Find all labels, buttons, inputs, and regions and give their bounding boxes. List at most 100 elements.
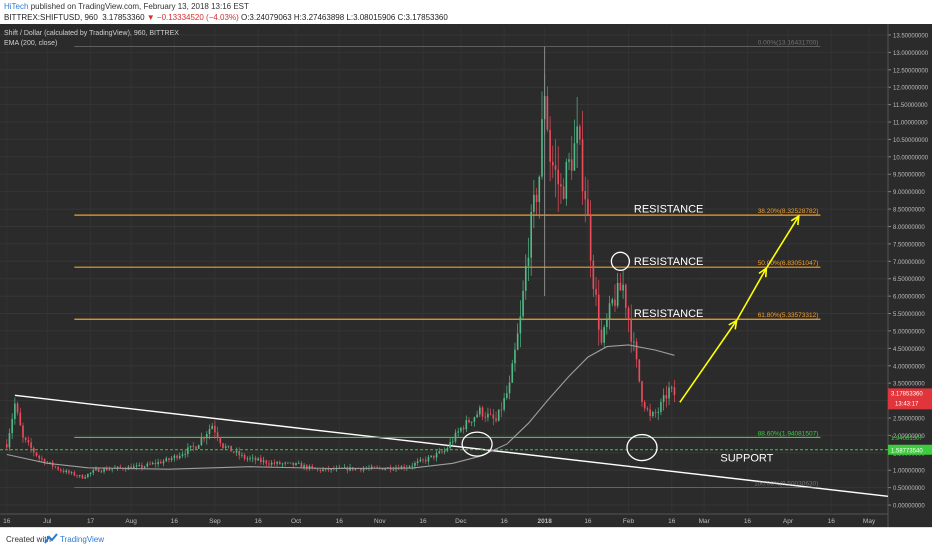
candle-body	[132, 466, 135, 470]
candle-body	[354, 468, 357, 470]
created-with-text: Created with	[6, 535, 51, 544]
candle-body	[457, 431, 460, 433]
author-name[interactable]: HiTech	[4, 2, 29, 11]
y-tick-label: 10.00000000	[893, 155, 929, 161]
candle-body	[124, 469, 127, 470]
fib-level-label: 88.60%(1.94081507)	[758, 430, 819, 437]
candle-body	[419, 459, 422, 462]
last-price: 3.17853360	[102, 13, 145, 22]
candle-body	[84, 477, 86, 479]
footer: Created with TradingView	[0, 527, 932, 551]
x-tick-label: 16	[255, 518, 263, 525]
candle-body	[151, 462, 154, 465]
support-price-tag-label: 1.58773540	[891, 448, 923, 454]
candle-body	[424, 459, 427, 462]
candle-body	[222, 443, 224, 448]
candle-body	[41, 458, 43, 460]
candle-body	[327, 468, 330, 471]
x-tick-label: Oct	[291, 518, 301, 525]
y-tick-label: 9.00000000	[893, 190, 925, 196]
candle-body	[295, 463, 297, 466]
candle-body	[670, 387, 673, 389]
candle-body	[146, 463, 149, 467]
highlight-circle	[626, 433, 658, 462]
chart-area[interactable]: 13.50000000 13.00000000 12.50000000 12.0000…	[0, 24, 932, 527]
candle-body	[287, 462, 289, 464]
candle-body	[557, 169, 560, 185]
annotation-label: SUPPORT	[720, 453, 773, 465]
x-tick-label: 16	[171, 518, 179, 525]
candle-body	[646, 408, 649, 410]
x-axis: 16 Jul 17 Aug 16 Sep 16 Oct 16 Nov 16 Dec 16 2018 16 Fe…	[0, 513, 888, 525]
y-tick-label: 13.50000000	[893, 33, 929, 39]
ema-legend: EMA (200, close)	[4, 40, 58, 47]
publish-info: HiTech published on TradingView.com, Feb…	[4, 2, 249, 11]
candle-body	[316, 469, 319, 470]
x-tick-label: 16	[584, 518, 592, 525]
chart-legend-title: Shift / Dollar (calculated by TradingVie…	[4, 30, 179, 37]
candle-body	[22, 425, 24, 438]
projection-arrow	[765, 215, 800, 269]
candle-body	[649, 409, 651, 416]
x-tick-label: 16	[744, 518, 752, 525]
candle-body	[165, 458, 168, 462]
candle-body	[551, 161, 554, 166]
candle-body	[476, 414, 478, 418]
x-tick-label: Dec	[455, 518, 467, 525]
candle-body	[154, 462, 157, 465]
x-tick-label: Nov	[374, 518, 386, 525]
candle-body	[168, 458, 170, 461]
candle-body	[81, 475, 84, 479]
candle-body	[262, 460, 265, 462]
candle-body	[362, 468, 365, 471]
fib-level-label: 38.20%(8.32528782)	[758, 208, 819, 215]
candle-body	[657, 411, 660, 413]
ohlc-values: O:3.24079063 H:3.27463898 L:3.08015906 C…	[240, 13, 448, 22]
candle-body	[243, 454, 246, 459]
candle-body	[141, 465, 143, 468]
candle-body	[100, 471, 103, 473]
candle-body	[473, 417, 476, 422]
candle-body	[270, 462, 273, 465]
candle-body	[654, 412, 657, 413]
candle-body	[276, 461, 278, 464]
candle-body	[227, 445, 230, 447]
candle-body	[149, 463, 151, 465]
candle-body	[524, 266, 527, 291]
candle-body	[441, 451, 443, 453]
candle-body	[5, 444, 8, 448]
candle-body	[233, 451, 235, 453]
highlight-circle	[610, 251, 631, 271]
candle-body	[527, 257, 530, 267]
candle-body	[238, 451, 241, 456]
y-tick-label: 4.00000000	[893, 364, 925, 370]
tradingview-link[interactable]: TradingView	[60, 535, 105, 544]
candle-body	[14, 403, 16, 420]
last-price-tag	[888, 388, 932, 410]
candle-body	[16, 403, 19, 413]
x-tick-label: Jul	[43, 518, 52, 525]
candle-body	[427, 456, 430, 462]
y-tick-label: 4.50000000	[893, 347, 925, 353]
y-tick-label: 8.50000000	[893, 208, 925, 214]
candle-body	[581, 139, 584, 192]
y-tick-label: 7.00000000	[893, 260, 925, 266]
price-chart[interactable]: 13.50000000 13.00000000 12.50000000 12.0000…	[0, 24, 932, 527]
candle-body	[311, 466, 314, 468]
candle-body	[549, 129, 551, 162]
candle-body	[624, 284, 627, 308]
candle-body	[576, 126, 578, 144]
candle-body	[541, 119, 543, 177]
candle-body	[443, 450, 446, 452]
x-tick-label: 16	[828, 518, 836, 525]
tradingview-logo-icon[interactable]	[44, 533, 58, 545]
candle-body	[489, 413, 492, 415]
candle-body	[579, 126, 581, 140]
candle-body	[535, 194, 538, 203]
candle-body	[606, 320, 608, 328]
candle-body	[105, 468, 108, 471]
candle-body	[573, 143, 576, 171]
candle-body	[619, 282, 622, 291]
candle-body	[481, 407, 484, 417]
candle-body	[322, 469, 324, 472]
